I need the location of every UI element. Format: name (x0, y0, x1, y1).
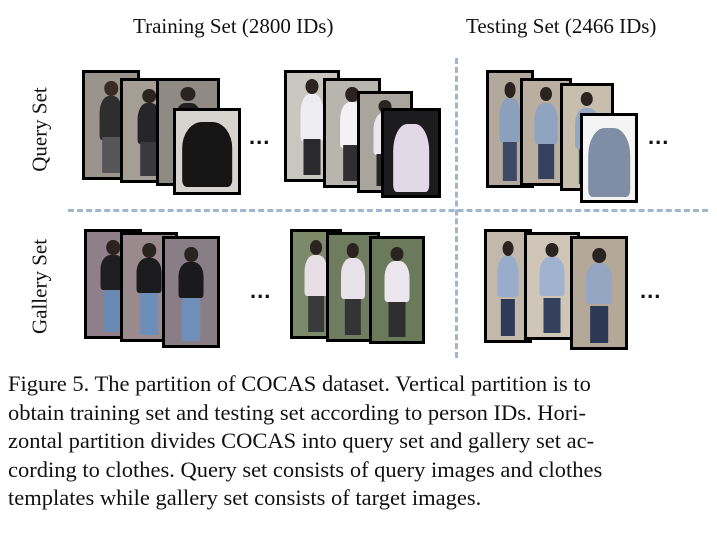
ellipsis: ... (249, 124, 271, 149)
clothes-template-image (381, 108, 441, 198)
training-set-title: Training Set (2800 IDs) (133, 14, 334, 38)
ellipsis: ... (640, 278, 662, 303)
testing-set-title: Testing Set (2466 IDs) (466, 14, 657, 38)
clothes-template-image (580, 113, 638, 203)
person-image (162, 236, 220, 348)
gallery-set-label: Gallery Set (27, 238, 52, 335)
caption-line: Figure 5. The partition of COCAS dataset… (8, 371, 591, 396)
ellipsis: ... (648, 124, 670, 149)
query-set-label: Query Set (27, 87, 52, 172)
clothes-template-image (173, 108, 241, 195)
person-image (570, 236, 628, 350)
person-image (369, 236, 425, 344)
ellipsis: ... (250, 278, 272, 303)
caption-line: cording to clothes. Query set consists o… (8, 456, 603, 482)
horizontal-partition-line (68, 209, 708, 212)
figure-caption: Figure 5. The partition of COCAS dataset… (8, 370, 710, 513)
caption-line: obtain training set and testing set acco… (8, 399, 586, 425)
caption-line: templates while gallery set consists of … (8, 485, 482, 510)
vertical-partition-line (455, 58, 458, 358)
caption-line: zontal partition divides COCAS into quer… (8, 428, 595, 453)
